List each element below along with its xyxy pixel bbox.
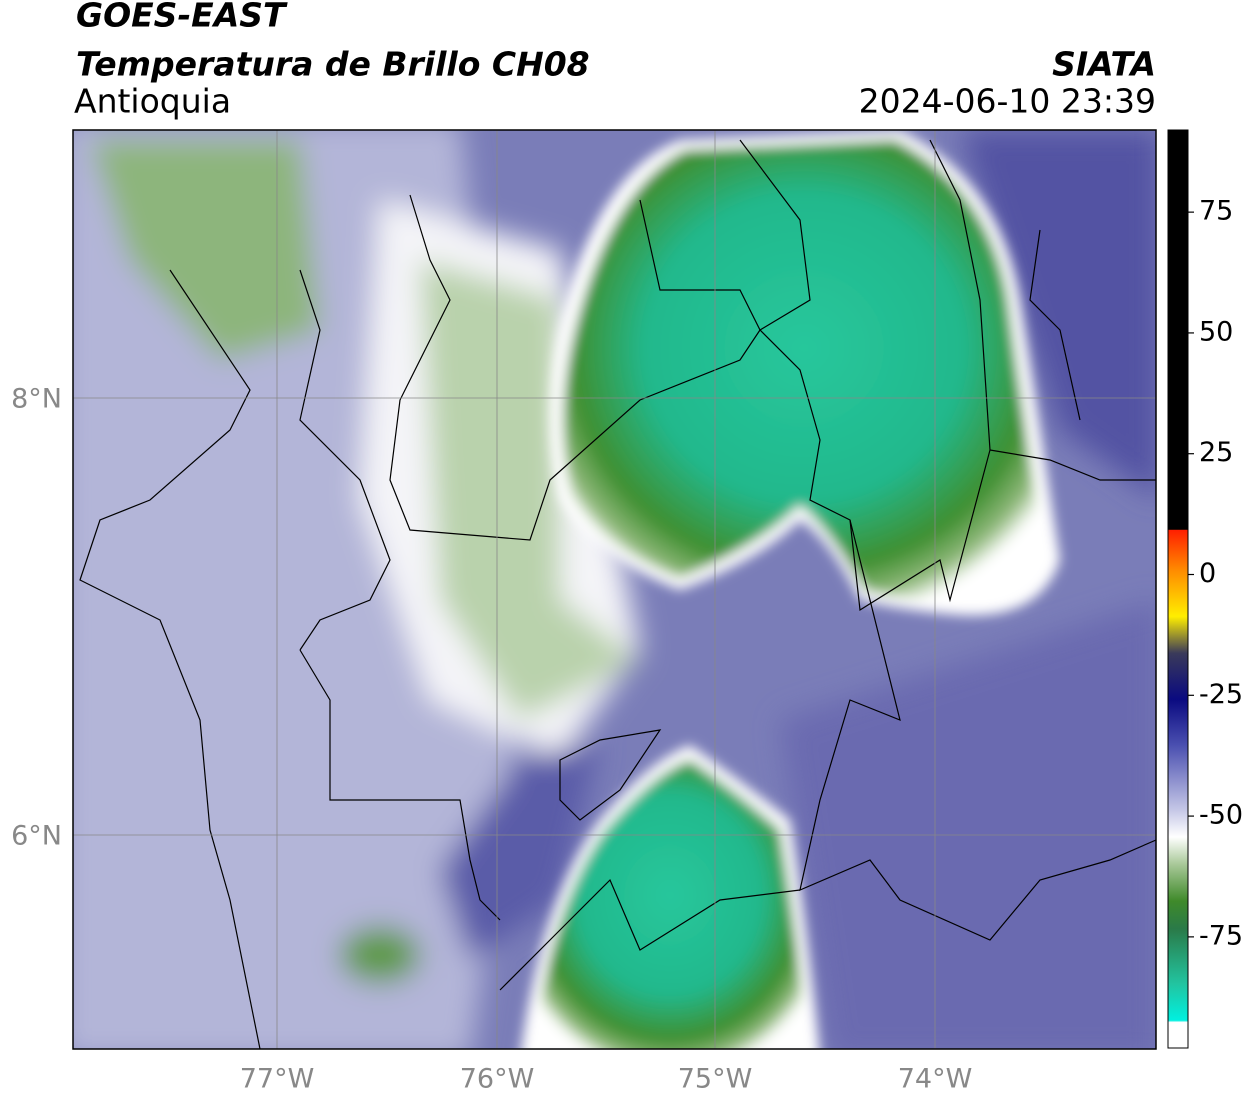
colorbar-tick-label: -25 — [1199, 679, 1243, 710]
colorbar-tick-label: 0 — [1199, 558, 1216, 589]
source: SIATA — [1052, 45, 1156, 84]
colorbar-tick-label: -75 — [1199, 920, 1243, 951]
colorbar-tick-label: -50 — [1199, 800, 1243, 831]
lon-label: 77°W — [240, 1064, 315, 1095]
subtitle: Temperatura de Brillo CH08 — [76, 45, 590, 84]
colorbar-tick-label: 25 — [1199, 437, 1233, 468]
lon-label: 75°W — [678, 1064, 753, 1095]
lat-label: 6°N — [11, 821, 62, 852]
region: Antioquia — [74, 82, 231, 121]
map-frame — [72, 129, 1157, 1050]
datetime: 2024-06-10 23:39 — [859, 82, 1156, 121]
colorbar — [1167, 129, 1189, 1049]
graticule — [73, 130, 1156, 1049]
title: GOES-EAST — [76, 0, 288, 35]
lat-label: 8°N — [11, 384, 62, 415]
lon-label: 74°W — [898, 1064, 973, 1095]
satellite-image — [73, 130, 1156, 1049]
colorbar-tick-label: 75 — [1199, 196, 1233, 227]
colorbar-tick-label: 50 — [1199, 316, 1233, 347]
lon-label: 76°W — [460, 1064, 535, 1095]
